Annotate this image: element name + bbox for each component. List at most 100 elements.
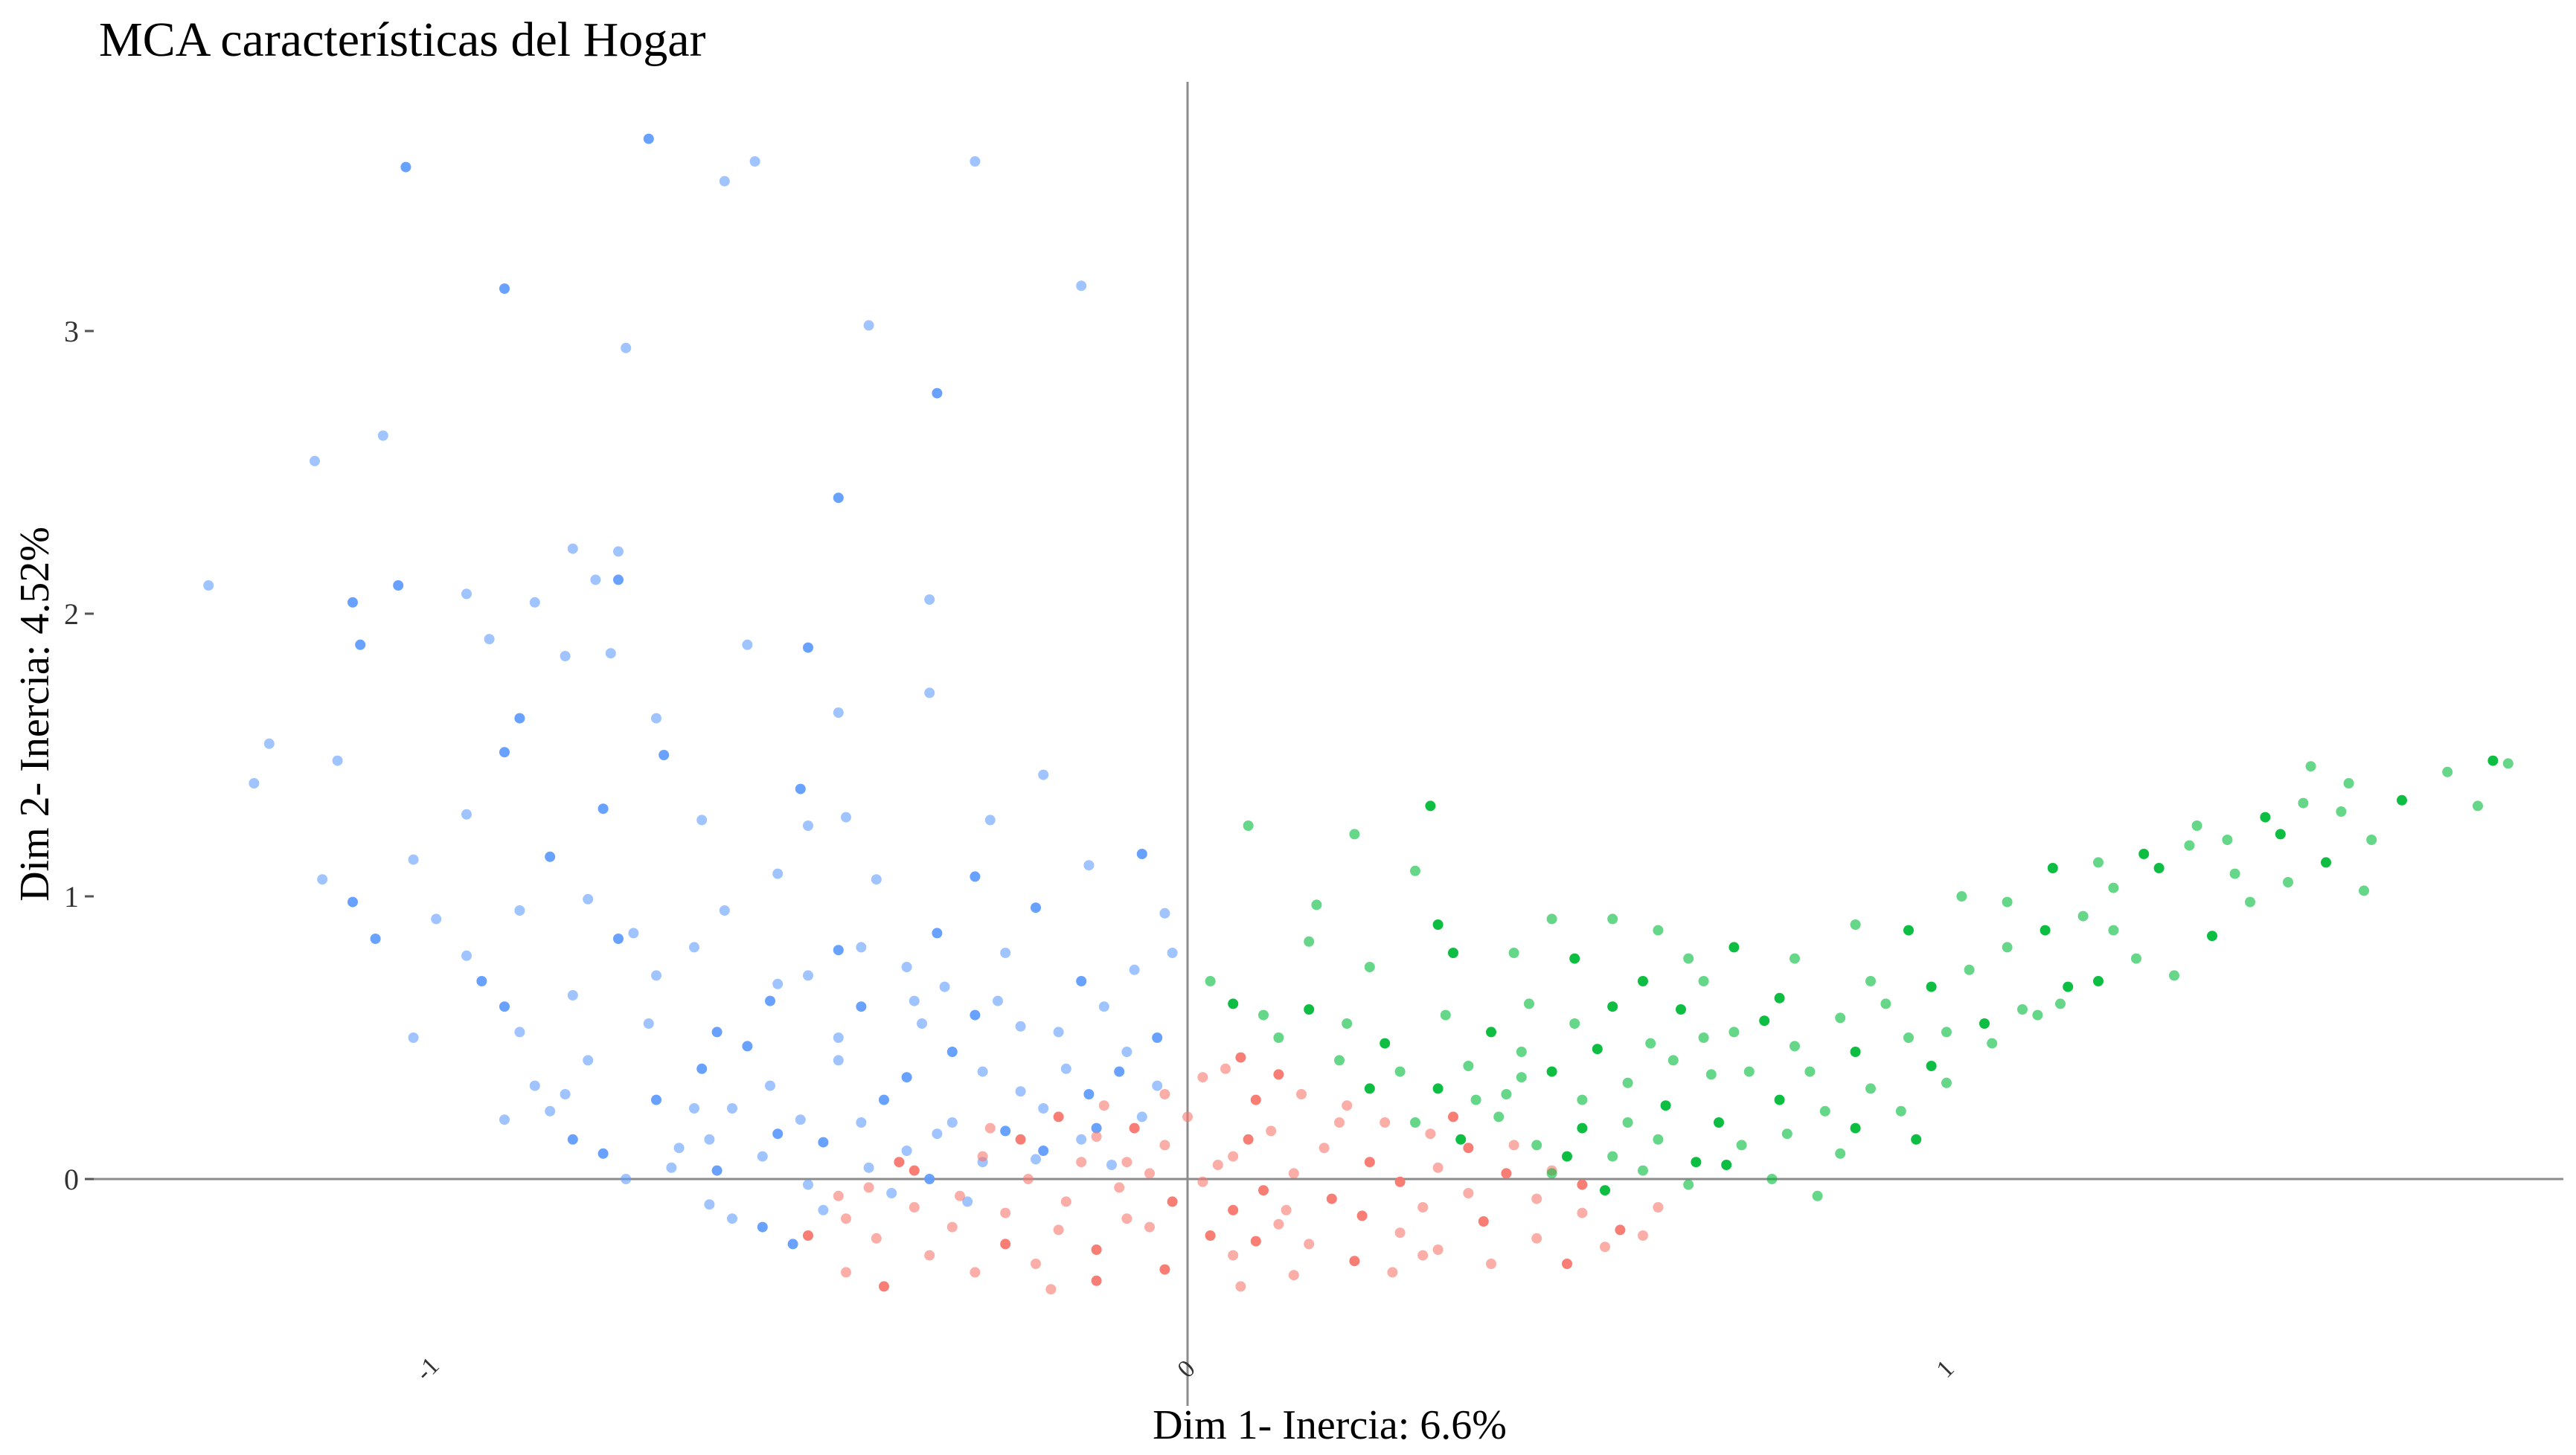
point-cluster-3-47 <box>1638 1165 1648 1176</box>
point-cluster-2-78 <box>841 1267 851 1278</box>
y-tick-label-1: 1 <box>64 880 79 913</box>
point-cluster-1-64 <box>833 945 844 956</box>
point-cluster-2-92 <box>1281 1204 1292 1215</box>
point-cluster-2-77 <box>1600 1242 1610 1253</box>
point-cluster-2-11 <box>1182 1111 1193 1122</box>
point-cluster-3-38 <box>1493 1111 1505 1122</box>
point-cluster-3-106 <box>1911 1134 1922 1145</box>
point-cluster-3-78 <box>2245 896 2255 908</box>
point-cluster-1-100 <box>879 1094 889 1105</box>
point-cluster-3-69 <box>2077 910 2089 922</box>
point-cluster-3-93 <box>2108 925 2119 936</box>
point-cluster-1-115 <box>711 1165 723 1176</box>
point-cluster-1-50 <box>461 809 472 820</box>
point-cluster-2-91 <box>1577 1179 1588 1190</box>
point-cluster-2-79 <box>803 1230 813 1241</box>
point-cluster-3-81 <box>2298 797 2309 809</box>
point-cluster-1-124 <box>787 1239 798 1250</box>
point-cluster-1-110 <box>901 1146 912 1156</box>
point-cluster-3-103 <box>1850 1122 1861 1134</box>
point-cluster-3-28 <box>1432 1083 1444 1094</box>
point-cluster-1-85 <box>1152 1032 1163 1043</box>
point-cluster-2-29 <box>1022 1174 1034 1184</box>
point-cluster-3-104 <box>1895 1105 1906 1117</box>
point-cluster-1-46 <box>1136 849 1147 859</box>
point-cluster-2-48 <box>1121 1213 1132 1224</box>
point-cluster-2-83 <box>1091 1131 1102 1142</box>
point-cluster-1-1 <box>643 133 654 144</box>
point-cluster-1-67 <box>1076 976 1087 986</box>
point-cluster-1-143 <box>1076 1134 1087 1145</box>
point-cluster-3-100 <box>1774 1094 1785 1105</box>
point-cluster-3-122 <box>1956 891 1967 902</box>
point-cluster-1-136 <box>932 928 943 939</box>
point-cluster-1-86 <box>514 1027 525 1038</box>
point-cluster-2-26 <box>1144 1168 1155 1179</box>
point-cluster-3-18 <box>1653 925 1664 936</box>
point-cluster-3-58 <box>1850 1047 1861 1057</box>
point-cluster-3-94 <box>2063 981 2074 992</box>
point-cluster-1-81 <box>917 1018 927 1029</box>
point-cluster-1-105 <box>499 1114 510 1125</box>
point-cluster-1-10 <box>932 388 943 399</box>
point-cluster-3-16 <box>1569 953 1580 964</box>
point-cluster-1-78 <box>643 1018 654 1029</box>
point-cluster-1-11 <box>377 430 388 441</box>
point-cluster-2-2 <box>1220 1063 1231 1074</box>
point-cluster-2-17 <box>1159 1140 1170 1151</box>
point-cluster-2-69 <box>1288 1270 1299 1281</box>
point-cluster-2-7 <box>1250 1094 1261 1105</box>
point-cluster-2-5 <box>1159 1089 1170 1099</box>
point-cluster-3-55 <box>1774 992 1785 1003</box>
point-cluster-2-51 <box>946 1221 958 1233</box>
point-cluster-2-43 <box>1228 1204 1239 1215</box>
point-cluster-1-57 <box>871 874 882 885</box>
point-cluster-2-15 <box>1425 1128 1436 1140</box>
point-cluster-3-7 <box>1425 800 1436 812</box>
point-cluster-3-59 <box>1880 998 1891 1009</box>
point-cluster-3-63 <box>1964 964 1975 975</box>
point-cluster-1-25 <box>355 639 366 650</box>
point-cluster-3-30 <box>1501 1089 1512 1099</box>
point-cluster-1-69 <box>1167 948 1178 958</box>
point-cluster-2-4 <box>1273 1069 1284 1080</box>
point-cluster-2-18 <box>1319 1143 1330 1154</box>
point-cluster-3-35 <box>1705 1069 1717 1080</box>
point-cluster-3-121 <box>1903 925 1914 936</box>
point-cluster-3-76 <box>2207 931 2217 942</box>
point-cluster-3-92 <box>2191 820 2202 831</box>
point-cluster-1-76 <box>499 1001 510 1012</box>
point-cluster-2-49 <box>1478 1216 1489 1227</box>
point-cluster-3-15 <box>1546 913 1557 925</box>
point-cluster-3-50 <box>1766 1174 1778 1184</box>
y-axis: 0 1 2 3 <box>64 315 94 1196</box>
point-cluster-2-14 <box>1266 1125 1277 1137</box>
point-cluster-1-135 <box>856 942 867 953</box>
point-cluster-3-83 <box>2343 778 2354 788</box>
point-cluster-1-16 <box>613 574 624 585</box>
point-cluster-2-82 <box>1243 1134 1254 1145</box>
point-cluster-2-76 <box>1562 1259 1572 1269</box>
point-cluster-2-30 <box>1197 1176 1208 1187</box>
point-cluster-3-46 <box>1600 1185 1610 1196</box>
point-cluster-1-118 <box>924 1174 935 1184</box>
point-cluster-1-108 <box>757 1151 768 1162</box>
point-cluster-3-115 <box>1364 1083 1375 1094</box>
point-cluster-1-15 <box>613 546 624 557</box>
point-cluster-3-132 <box>1865 976 1876 986</box>
point-cluster-1-127 <box>742 1041 753 1052</box>
point-cluster-1-125 <box>727 1213 737 1224</box>
point-cluster-2-22 <box>1364 1157 1375 1168</box>
y-tick-label-0: 0 <box>64 1163 79 1196</box>
point-cluster-3-70 <box>2093 976 2104 986</box>
point-cluster-3-12 <box>1364 962 1375 972</box>
point-cluster-3-75 <box>2184 840 2195 851</box>
point-cluster-1-37 <box>659 750 670 760</box>
point-cluster-2-90 <box>833 1190 844 1201</box>
point-cluster-1-79 <box>711 1027 723 1038</box>
point-cluster-3-130 <box>1638 976 1648 986</box>
point-cluster-1-137 <box>1000 948 1011 958</box>
point-cluster-1-66 <box>939 981 950 992</box>
point-cluster-2-44 <box>1577 1207 1588 1218</box>
point-cluster-1-84 <box>1121 1047 1132 1057</box>
